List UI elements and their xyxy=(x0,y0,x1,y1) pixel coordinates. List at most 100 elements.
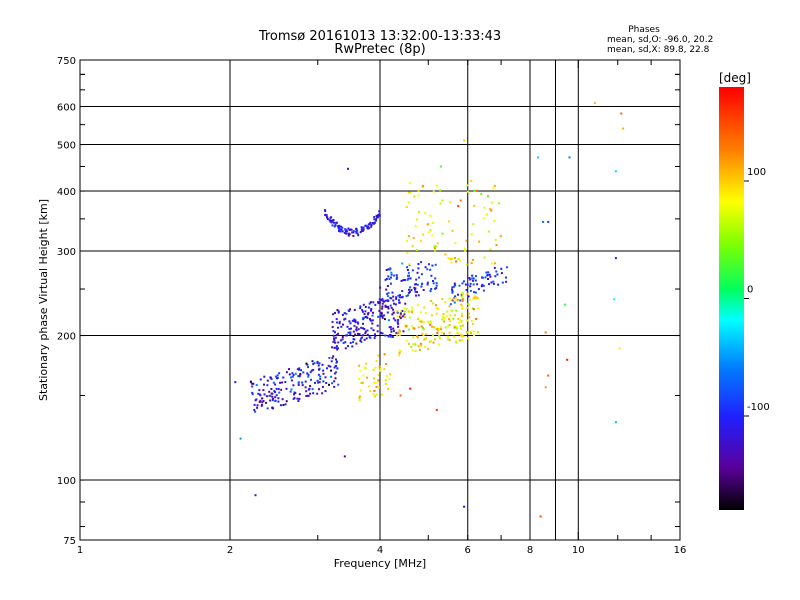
data-point xyxy=(333,380,336,383)
data-point xyxy=(435,284,438,287)
data-point xyxy=(409,286,412,289)
data-point xyxy=(333,372,336,375)
data-point xyxy=(352,235,355,237)
data-point xyxy=(358,377,360,380)
data-point xyxy=(373,337,376,340)
data-point xyxy=(391,291,394,294)
data-point xyxy=(344,230,347,233)
data-point xyxy=(422,233,425,236)
data-point xyxy=(472,279,474,282)
data-point xyxy=(417,294,420,297)
data-point xyxy=(427,348,430,350)
data-point xyxy=(356,232,359,235)
data-point xyxy=(446,335,449,338)
data-point xyxy=(449,303,452,306)
data-point xyxy=(338,322,341,325)
data-point xyxy=(622,127,625,130)
data-point xyxy=(302,371,305,374)
data-point xyxy=(398,349,401,352)
data-point xyxy=(415,249,418,251)
data-point xyxy=(412,237,415,240)
data-point xyxy=(268,394,271,397)
data-point xyxy=(430,314,433,317)
data-point xyxy=(348,229,351,231)
data-point xyxy=(347,234,350,237)
data-point xyxy=(458,339,461,342)
data-point xyxy=(448,220,450,223)
data-point xyxy=(378,365,381,368)
y-tick-label: 750 xyxy=(57,56,76,67)
data-point xyxy=(544,386,547,389)
data-point xyxy=(254,410,257,413)
data-point xyxy=(337,311,340,314)
data-point xyxy=(468,277,471,279)
stats-line-x: mean, sd,X: 89.8, 22.8 xyxy=(607,45,710,55)
data-point xyxy=(406,278,409,281)
data-point xyxy=(304,380,307,383)
data-point xyxy=(239,437,242,440)
data-point xyxy=(284,403,287,406)
data-point xyxy=(395,274,398,277)
data-point xyxy=(465,263,468,266)
data-point xyxy=(335,361,338,364)
data-point xyxy=(458,318,461,321)
data-point xyxy=(469,278,472,281)
data-point xyxy=(358,333,361,335)
data-points xyxy=(234,102,625,518)
data-point xyxy=(331,224,334,227)
data-point xyxy=(378,309,381,312)
data-point xyxy=(334,311,336,314)
data-point xyxy=(331,219,334,222)
data-point xyxy=(430,288,433,290)
data-point xyxy=(389,268,392,271)
data-point xyxy=(494,262,496,265)
data-point xyxy=(499,235,502,238)
data-point xyxy=(476,283,479,286)
data-point xyxy=(385,269,388,271)
data-point xyxy=(462,293,465,296)
data-point xyxy=(336,309,339,312)
data-point xyxy=(375,393,378,396)
chart-subtitle: RwPretec (8p) xyxy=(334,42,425,57)
data-point xyxy=(424,212,427,215)
data-point xyxy=(444,326,447,329)
data-point xyxy=(434,277,437,280)
data-point xyxy=(316,392,319,395)
data-point xyxy=(453,326,456,329)
data-point xyxy=(337,341,340,344)
data-point xyxy=(436,328,439,331)
data-point xyxy=(403,279,406,281)
data-point xyxy=(379,286,382,289)
data-point xyxy=(361,310,364,313)
data-point xyxy=(422,289,425,291)
data-point xyxy=(261,401,264,404)
data-point xyxy=(306,363,309,366)
data-point xyxy=(481,276,483,279)
data-point xyxy=(417,345,420,348)
data-point xyxy=(381,332,384,335)
data-point xyxy=(458,259,461,262)
data-point xyxy=(497,283,500,286)
data-point xyxy=(496,273,499,276)
data-point xyxy=(328,383,330,386)
x-tick-label: 10 xyxy=(572,545,585,556)
data-point xyxy=(409,387,412,390)
data-point xyxy=(342,341,345,344)
data-point xyxy=(441,232,444,235)
data-point xyxy=(477,331,479,334)
data-point xyxy=(362,303,365,306)
data-point xyxy=(335,221,338,224)
data-point xyxy=(298,375,301,378)
stats-title: Phases xyxy=(628,25,660,35)
data-point xyxy=(424,266,427,269)
data-point xyxy=(330,221,333,224)
data-point xyxy=(352,231,355,234)
data-point xyxy=(426,223,429,226)
data-point xyxy=(386,292,389,295)
data-point xyxy=(378,298,381,301)
data-point xyxy=(455,326,458,329)
data-point xyxy=(449,314,452,317)
data-point xyxy=(372,392,375,395)
data-point xyxy=(383,353,386,356)
data-point xyxy=(391,313,394,316)
